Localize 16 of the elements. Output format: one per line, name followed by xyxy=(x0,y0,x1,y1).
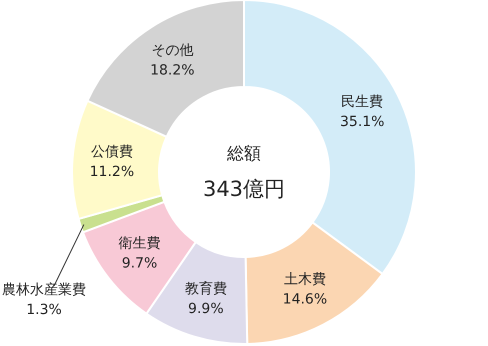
slice-label: 衛生費 xyxy=(118,236,161,252)
data-label: 18.2% xyxy=(150,62,195,79)
text: 343億円 xyxy=(202,177,286,201)
text: 総額 xyxy=(226,144,261,164)
slice-label: その他 xyxy=(151,42,194,59)
data-label: 1.3% xyxy=(26,302,62,318)
data-label: 14.6% xyxy=(282,292,328,308)
slice-label: 民生費 xyxy=(341,94,384,110)
data-label: 9.9% xyxy=(188,300,224,317)
data-label: 9.7% xyxy=(122,256,158,272)
slice-label: 土木費 xyxy=(284,272,326,288)
data-label: 35.1% xyxy=(340,114,384,130)
slice-label: 公債費 xyxy=(90,144,133,160)
slice-label: 教育費 xyxy=(184,280,227,297)
data-label: 11.2% xyxy=(90,164,134,180)
slice-label: 農林水産業費 xyxy=(2,282,86,298)
